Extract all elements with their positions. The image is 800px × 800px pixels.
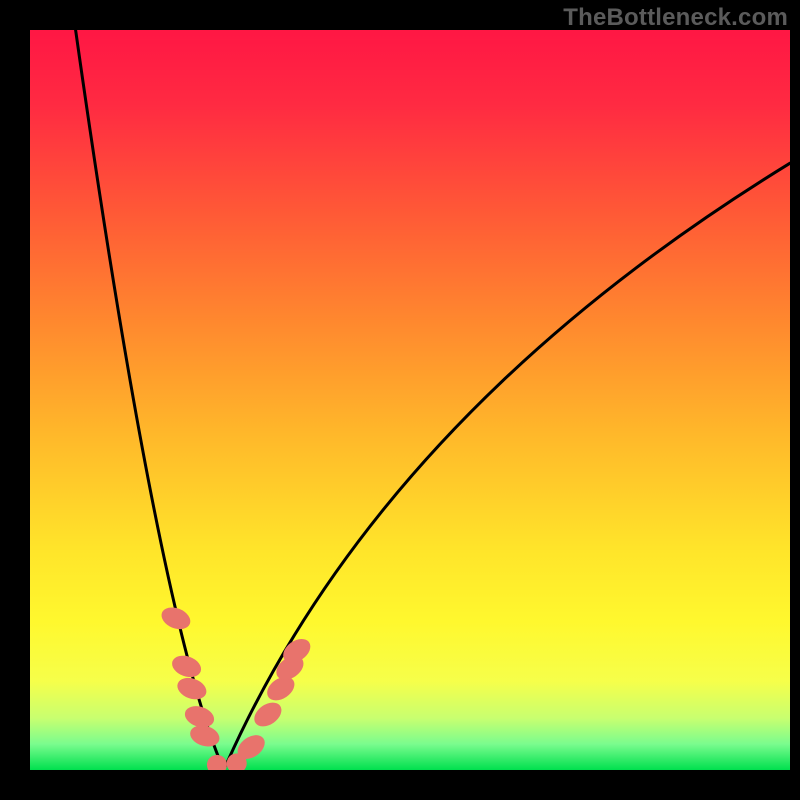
plot-svg [30,30,790,770]
plot-area [30,30,790,770]
gradient-background [30,30,790,770]
watermark-text: TheBottleneck.com [563,4,788,32]
chart-frame: TheBottleneck.com [0,0,800,800]
